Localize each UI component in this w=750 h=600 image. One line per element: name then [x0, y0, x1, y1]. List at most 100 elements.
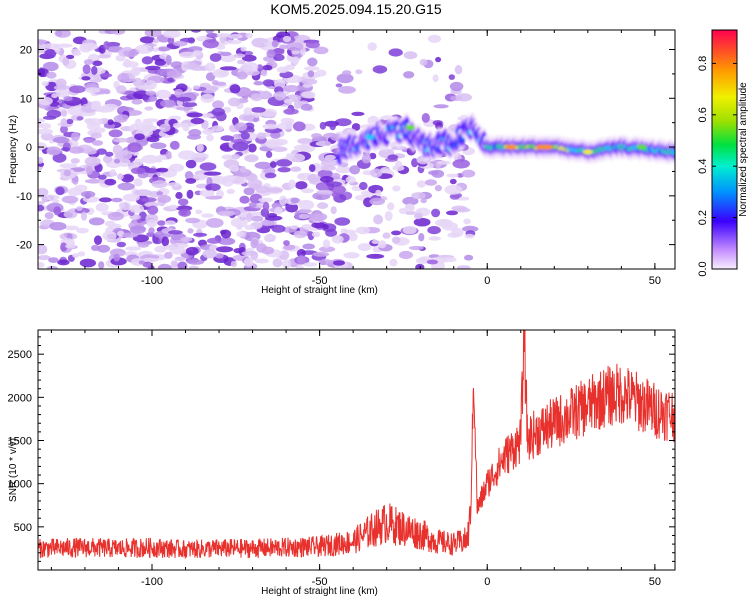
noise-blob: [113, 137, 129, 143]
y-tick-label: 10: [20, 93, 32, 105]
noise-blob: [185, 178, 197, 184]
noise-blob: [320, 165, 336, 171]
noise-blob: [169, 163, 184, 172]
noise-blob: [219, 66, 237, 71]
noise-blob: [290, 197, 300, 204]
y-axis-label: SNR (10 * v/v): [8, 438, 19, 502]
noise-blob: [205, 62, 216, 72]
noise-blob: [211, 178, 228, 185]
noise-blob: [66, 118, 74, 125]
noise-blob: [431, 208, 441, 218]
x-tick-label: -100: [141, 275, 163, 287]
noise-blob: [212, 68, 230, 78]
noise-blob: [279, 44, 288, 50]
snr-series-line: [38, 330, 675, 559]
noise-blob: [331, 185, 346, 195]
noise-blob: [402, 196, 419, 206]
noise-blob: [167, 36, 175, 45]
noise-blob: [168, 230, 183, 235]
noise-blob: [243, 187, 255, 196]
noise-blob: [141, 154, 159, 164]
noise-blob: [287, 153, 306, 163]
noise-blob: [102, 231, 117, 241]
noise-blob: [121, 174, 134, 183]
noise-blob: [71, 132, 80, 141]
noise-blob: [98, 261, 105, 269]
noise-blob: [319, 176, 334, 183]
top-plot-frame: [37, 29, 676, 270]
noise-blob: [178, 208, 192, 217]
noise-blob: [117, 182, 135, 191]
noise-blob: [140, 197, 157, 203]
noise-blob: [283, 244, 296, 250]
noise-blob: [253, 81, 264, 86]
noise-blob: [96, 148, 107, 155]
noise-blob: [138, 260, 145, 265]
noise-blob: [332, 260, 345, 266]
noise-blob: [307, 57, 318, 67]
noise-blob: [274, 206, 283, 215]
colorbar-frame: [711, 29, 738, 270]
noise-blob: [455, 93, 472, 102]
noise-blob: [132, 77, 143, 88]
noise-blob: [452, 159, 471, 169]
noise-blob: [72, 253, 80, 258]
noise-blob: [168, 204, 179, 209]
noise-blob: [228, 34, 243, 39]
noise-blob: [297, 138, 313, 145]
noise-blob: [283, 85, 300, 93]
noise-blob: [84, 179, 103, 184]
noise-blob: [270, 161, 277, 169]
noise-blob: [84, 138, 95, 144]
noise-blob: [371, 239, 380, 244]
noise-blob: [266, 49, 276, 59]
ridge-hotspot: [542, 144, 553, 150]
noise-blob: [274, 79, 286, 89]
noise-blob: [134, 118, 142, 129]
noise-blob: [102, 155, 113, 164]
noise-blob: [392, 165, 405, 172]
noise-blob: [338, 86, 356, 94]
noise-blob: [167, 77, 175, 82]
noise-blob: [324, 141, 331, 146]
noise-blob: [254, 258, 269, 264]
noise-blob: [245, 32, 253, 39]
signal-ridge: [336, 111, 675, 170]
colorbar-tick-label: 0.2: [697, 210, 709, 225]
noise-blob: [292, 121, 306, 132]
noise-blob: [335, 83, 343, 88]
noise-blob: [46, 146, 62, 156]
noise-blob: [119, 201, 132, 211]
noise-blob: [242, 54, 257, 62]
noise-blob: [367, 42, 378, 51]
noise-blob: [424, 179, 437, 186]
noise-blob: [99, 73, 113, 78]
noise-blob: [185, 217, 201, 224]
noise-blob: [372, 65, 388, 74]
noise-blob: [373, 214, 384, 225]
noise-blob: [130, 167, 146, 175]
noise-blob: [195, 209, 203, 215]
x-axis-label: Height of straight line (km): [261, 586, 378, 597]
noise-blob: [185, 246, 199, 256]
noise-blob: [206, 218, 224, 228]
noise-blob: [387, 154, 399, 160]
x-tick-label: 0: [484, 275, 490, 287]
noise-blob: [108, 129, 123, 138]
noise-blob: [38, 188, 49, 197]
colorbar-fill: [712, 30, 737, 269]
noise-blob: [416, 180, 426, 188]
noise-blob: [46, 71, 57, 79]
noise-blob: [434, 218, 453, 227]
noise-blob: [451, 227, 464, 238]
noise-blob: [285, 202, 299, 213]
noise-blob: [203, 171, 222, 176]
noise-blob: [250, 251, 259, 261]
noise-blob: [262, 123, 279, 130]
noise-blob: [190, 117, 205, 125]
noise-blob: [446, 210, 458, 216]
noise-blob: [144, 30, 162, 38]
noise-blob: [252, 238, 259, 246]
colorbar-tick-label: 0.6: [697, 107, 709, 122]
